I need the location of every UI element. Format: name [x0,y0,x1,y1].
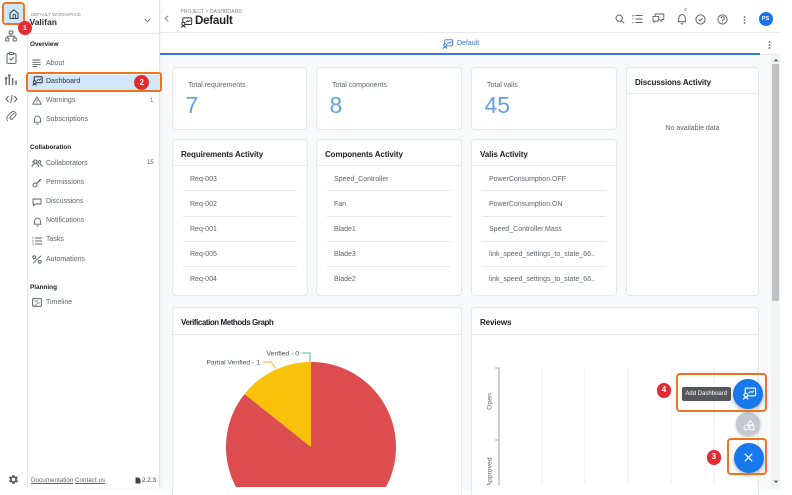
svg-text:Approved: Approved [487,457,494,484]
svg-text:Verified - 0: Verified - 0 [267,351,300,358]
svg-text:Open: Open [487,393,494,410]
svg-text:Partial Verified - 1: Partial Verified - 1 [206,360,260,367]
